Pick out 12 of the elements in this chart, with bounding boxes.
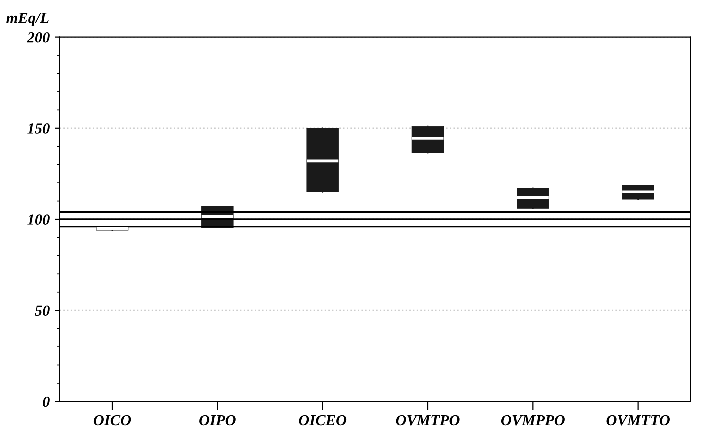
y-axis-title: mEq/L — [6, 13, 49, 26]
y-tick-label: 0 — [43, 396, 50, 408]
y-tick-label: 150 — [28, 124, 50, 134]
x-tick-label: OVMTTO — [606, 415, 670, 426]
y-tick-label: 100 — [28, 214, 50, 225]
x-tick-label: OICEO — [299, 415, 347, 426]
y-tick-label: 200 — [27, 32, 50, 43]
x-tick-label: OICO — [94, 415, 132, 426]
x-tick-label: OIPO — [200, 415, 236, 426]
x-tick-label: OVMPPO — [501, 415, 565, 426]
x-tick-label: OVMTPO — [396, 415, 460, 426]
y-tick-label: 50 — [35, 306, 50, 316]
